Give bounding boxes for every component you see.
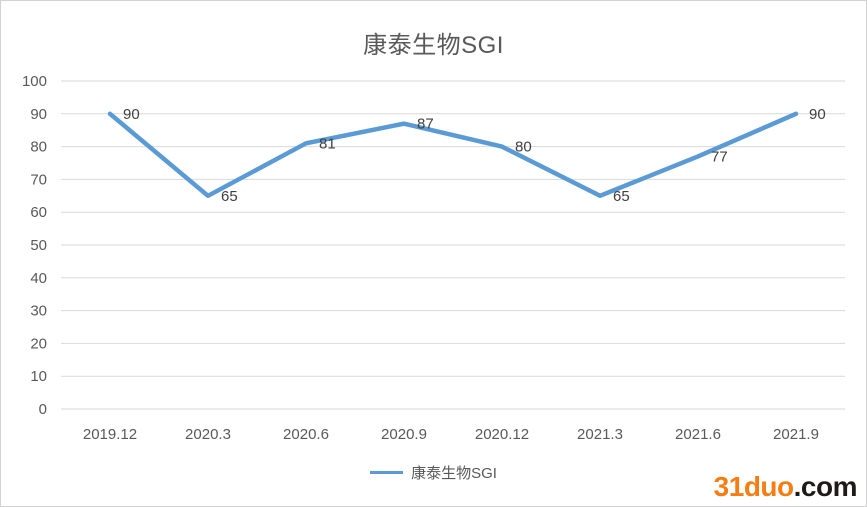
- data-label: 80: [515, 139, 532, 156]
- data-label: 81: [319, 135, 336, 152]
- watermark: 31duo.com: [709, 471, 861, 503]
- data-label: 77: [711, 148, 728, 165]
- y-axis-tick-label: 10: [30, 368, 47, 385]
- watermark-tld-text: .com: [793, 471, 858, 502]
- x-axis-tick-label: 2020.6: [283, 426, 329, 443]
- y-axis-tick-label: 90: [30, 106, 47, 123]
- data-label: 65: [613, 188, 630, 205]
- y-axis-tick-label: 80: [30, 139, 47, 156]
- chart-title: 康泰生物SGI: [363, 32, 504, 59]
- y-axis-tick-label: 0: [39, 401, 47, 418]
- y-axis-tick-label: 60: [30, 204, 47, 221]
- y-axis-tick-label: 50: [30, 237, 47, 254]
- y-axis-tick-label: 70: [30, 171, 47, 188]
- series-line: [107, 111, 799, 199]
- watermark-brand-text: 31duo: [713, 471, 794, 502]
- legend: 康泰生物SGI: [1, 462, 866, 483]
- x-axis-tick-label: 2021.3: [577, 426, 623, 443]
- data-label: 90: [123, 106, 140, 123]
- y-axis-tick-label: 100: [22, 73, 47, 90]
- y-axis-tick-label: 40: [30, 270, 47, 287]
- x-axis-tick-label: 2020.3: [185, 426, 231, 443]
- x-axis-tick-label: 2021.9: [773, 426, 819, 443]
- data-label: 65: [221, 188, 238, 205]
- legend-line-swatch: [370, 471, 404, 474]
- data-label: 87: [417, 116, 434, 133]
- x-axis-tick-label: 2020.9: [381, 426, 427, 443]
- x-axis-tick-label: 2020.12: [475, 426, 529, 443]
- legend-series-label: 康泰生物SGI: [411, 465, 497, 482]
- x-axis-tick-label: 2019.12: [83, 426, 137, 443]
- data-label: 90: [809, 106, 826, 123]
- y-axis-tick-label: 20: [30, 335, 47, 352]
- x-axis-tick-label: 2021.6: [675, 426, 721, 443]
- y-axis-tick-label: 30: [30, 303, 47, 320]
